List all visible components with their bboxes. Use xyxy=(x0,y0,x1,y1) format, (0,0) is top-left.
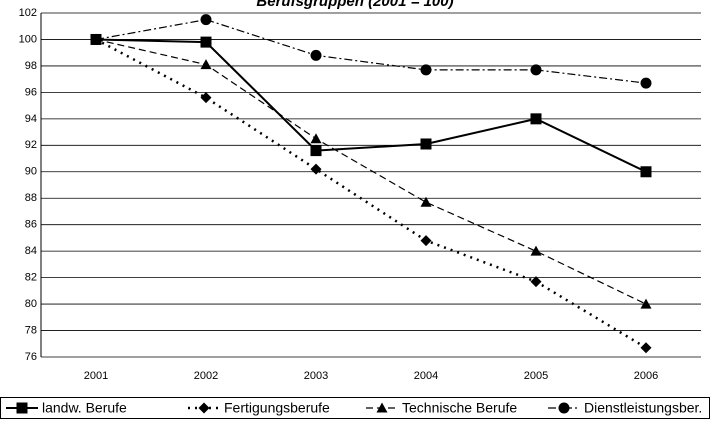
marker xyxy=(530,113,542,125)
series-line xyxy=(95,38,647,173)
y-tick-label: 88 xyxy=(25,192,37,204)
y-tick-label: 96 xyxy=(25,86,37,98)
y-tick-label: 90 xyxy=(25,166,37,178)
series-line xyxy=(95,38,647,349)
marker xyxy=(310,163,322,175)
marker xyxy=(16,402,28,414)
marker xyxy=(558,402,570,414)
marker xyxy=(200,36,212,48)
y-tick-label: 78 xyxy=(25,324,37,336)
marker xyxy=(530,276,542,288)
marker xyxy=(640,77,652,89)
marker xyxy=(310,145,322,157)
marker xyxy=(200,14,212,26)
y-tick-label: 102 xyxy=(19,7,37,19)
y-tick-label: 94 xyxy=(25,113,37,125)
y-tick-label: 92 xyxy=(25,139,37,151)
marker xyxy=(310,49,322,61)
marker xyxy=(420,138,432,150)
x-tick-label: 2001 xyxy=(84,370,108,382)
series-line xyxy=(95,38,647,305)
marker xyxy=(530,64,542,76)
legend-label: Technische Berufe xyxy=(402,400,517,416)
y-tick-label: 80 xyxy=(25,298,37,310)
marker xyxy=(310,133,322,144)
y-tick-label: 84 xyxy=(25,245,37,257)
legend-label: landw. Berufe xyxy=(42,400,127,416)
marker xyxy=(420,196,432,207)
legend-label: Dienstleistungsber. xyxy=(584,400,702,416)
legend-label: Fertigungsberufe xyxy=(224,400,330,416)
marker xyxy=(640,342,652,354)
y-tick-label: 100 xyxy=(19,33,37,45)
x-tick-label: 2002 xyxy=(194,370,218,382)
x-tick-label: 2006 xyxy=(634,370,658,382)
marker xyxy=(376,402,388,413)
x-tick-label: 2004 xyxy=(414,370,438,382)
marker xyxy=(90,33,102,45)
y-tick-label: 82 xyxy=(25,272,37,284)
y-tick-label: 98 xyxy=(25,60,37,72)
series-line xyxy=(95,18,647,84)
marker xyxy=(640,298,652,309)
marker xyxy=(530,245,542,256)
y-tick-label: 86 xyxy=(25,219,37,231)
marker xyxy=(420,64,432,76)
marker xyxy=(198,402,210,414)
x-tick-label: 2005 xyxy=(524,370,548,382)
marker xyxy=(200,92,212,104)
marker xyxy=(640,166,652,178)
chart-title: Berufsgruppen (2001 = 100) xyxy=(256,0,453,10)
y-tick-label: 76 xyxy=(25,351,37,363)
x-tick-label: 2003 xyxy=(304,370,328,382)
marker xyxy=(420,235,432,247)
marker xyxy=(200,59,212,70)
